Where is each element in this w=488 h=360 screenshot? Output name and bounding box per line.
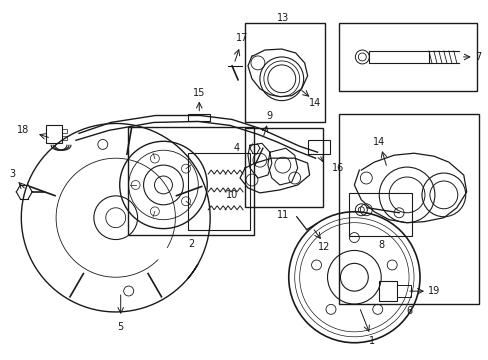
Text: 19: 19 xyxy=(427,286,439,296)
Text: 5: 5 xyxy=(117,322,123,332)
Text: 3: 3 xyxy=(9,169,15,179)
Text: 14: 14 xyxy=(372,137,385,147)
Bar xyxy=(368,51,428,63)
Text: 8: 8 xyxy=(377,240,384,251)
Text: 1: 1 xyxy=(368,336,375,346)
Bar xyxy=(62,136,67,140)
Bar xyxy=(379,281,396,301)
Bar xyxy=(396,285,410,297)
Text: 13: 13 xyxy=(276,13,288,23)
Text: 4: 4 xyxy=(233,143,240,153)
Text: 18: 18 xyxy=(17,125,29,135)
Bar xyxy=(244,129,322,207)
Bar xyxy=(349,193,411,235)
Text: 14: 14 xyxy=(308,98,320,108)
Text: 10: 10 xyxy=(225,190,238,200)
Bar xyxy=(62,129,67,133)
Bar xyxy=(339,113,478,304)
Text: 7: 7 xyxy=(474,52,481,62)
Text: 6: 6 xyxy=(405,306,411,316)
Bar xyxy=(46,125,62,143)
Bar xyxy=(188,153,249,230)
Text: 11: 11 xyxy=(276,210,288,220)
Text: 12: 12 xyxy=(318,243,330,252)
Bar xyxy=(307,140,329,154)
Text: 16: 16 xyxy=(331,163,343,173)
Text: 2: 2 xyxy=(188,239,194,248)
Bar xyxy=(339,23,476,91)
Text: 17: 17 xyxy=(235,33,248,43)
Bar xyxy=(188,113,210,121)
Text: 15: 15 xyxy=(193,88,205,98)
Bar xyxy=(244,23,324,122)
Bar xyxy=(127,127,253,235)
Text: 9: 9 xyxy=(266,112,272,121)
